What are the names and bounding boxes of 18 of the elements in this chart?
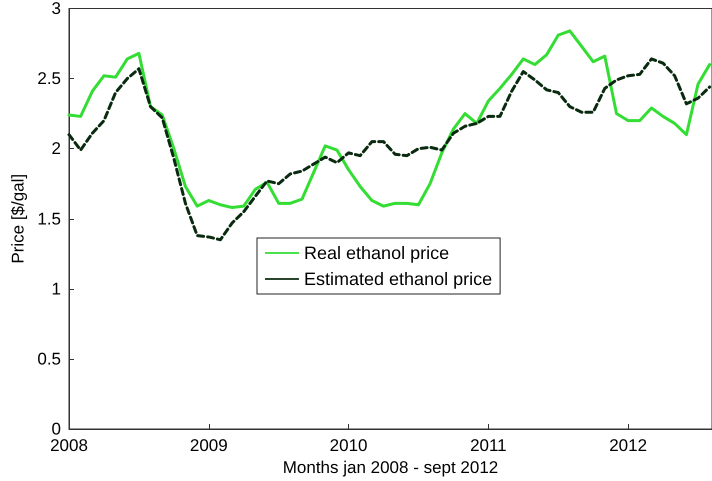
y-tick-label: 0.5 (37, 349, 61, 368)
line-series (68, 29, 712, 210)
y-axis-title: Price [$/gal] (8, 174, 28, 264)
y-tick-label: 2 (52, 139, 61, 158)
x-tick-label: 2010 (330, 436, 368, 455)
x-tick-label: 2008 (50, 436, 88, 455)
legend-label: Real ethanol price (304, 243, 450, 263)
y-tick-label: 2.5 (37, 69, 61, 88)
x-axis-title: Months jan 2008 - sept 2012 (282, 458, 498, 477)
x-tick-label: 2011 (470, 436, 507, 455)
y-tick-label: 1 (52, 279, 61, 298)
y-tick-label: 1.5 (37, 209, 61, 228)
y-tick-label: 3 (52, 0, 61, 18)
legend-label: Estimated ethanol price (304, 269, 492, 289)
line-series (68, 57, 712, 242)
x-tick-label: 2009 (190, 436, 228, 455)
x-tick-label: 2012 (609, 436, 648, 455)
y-tick-label: 0 (52, 420, 61, 438)
